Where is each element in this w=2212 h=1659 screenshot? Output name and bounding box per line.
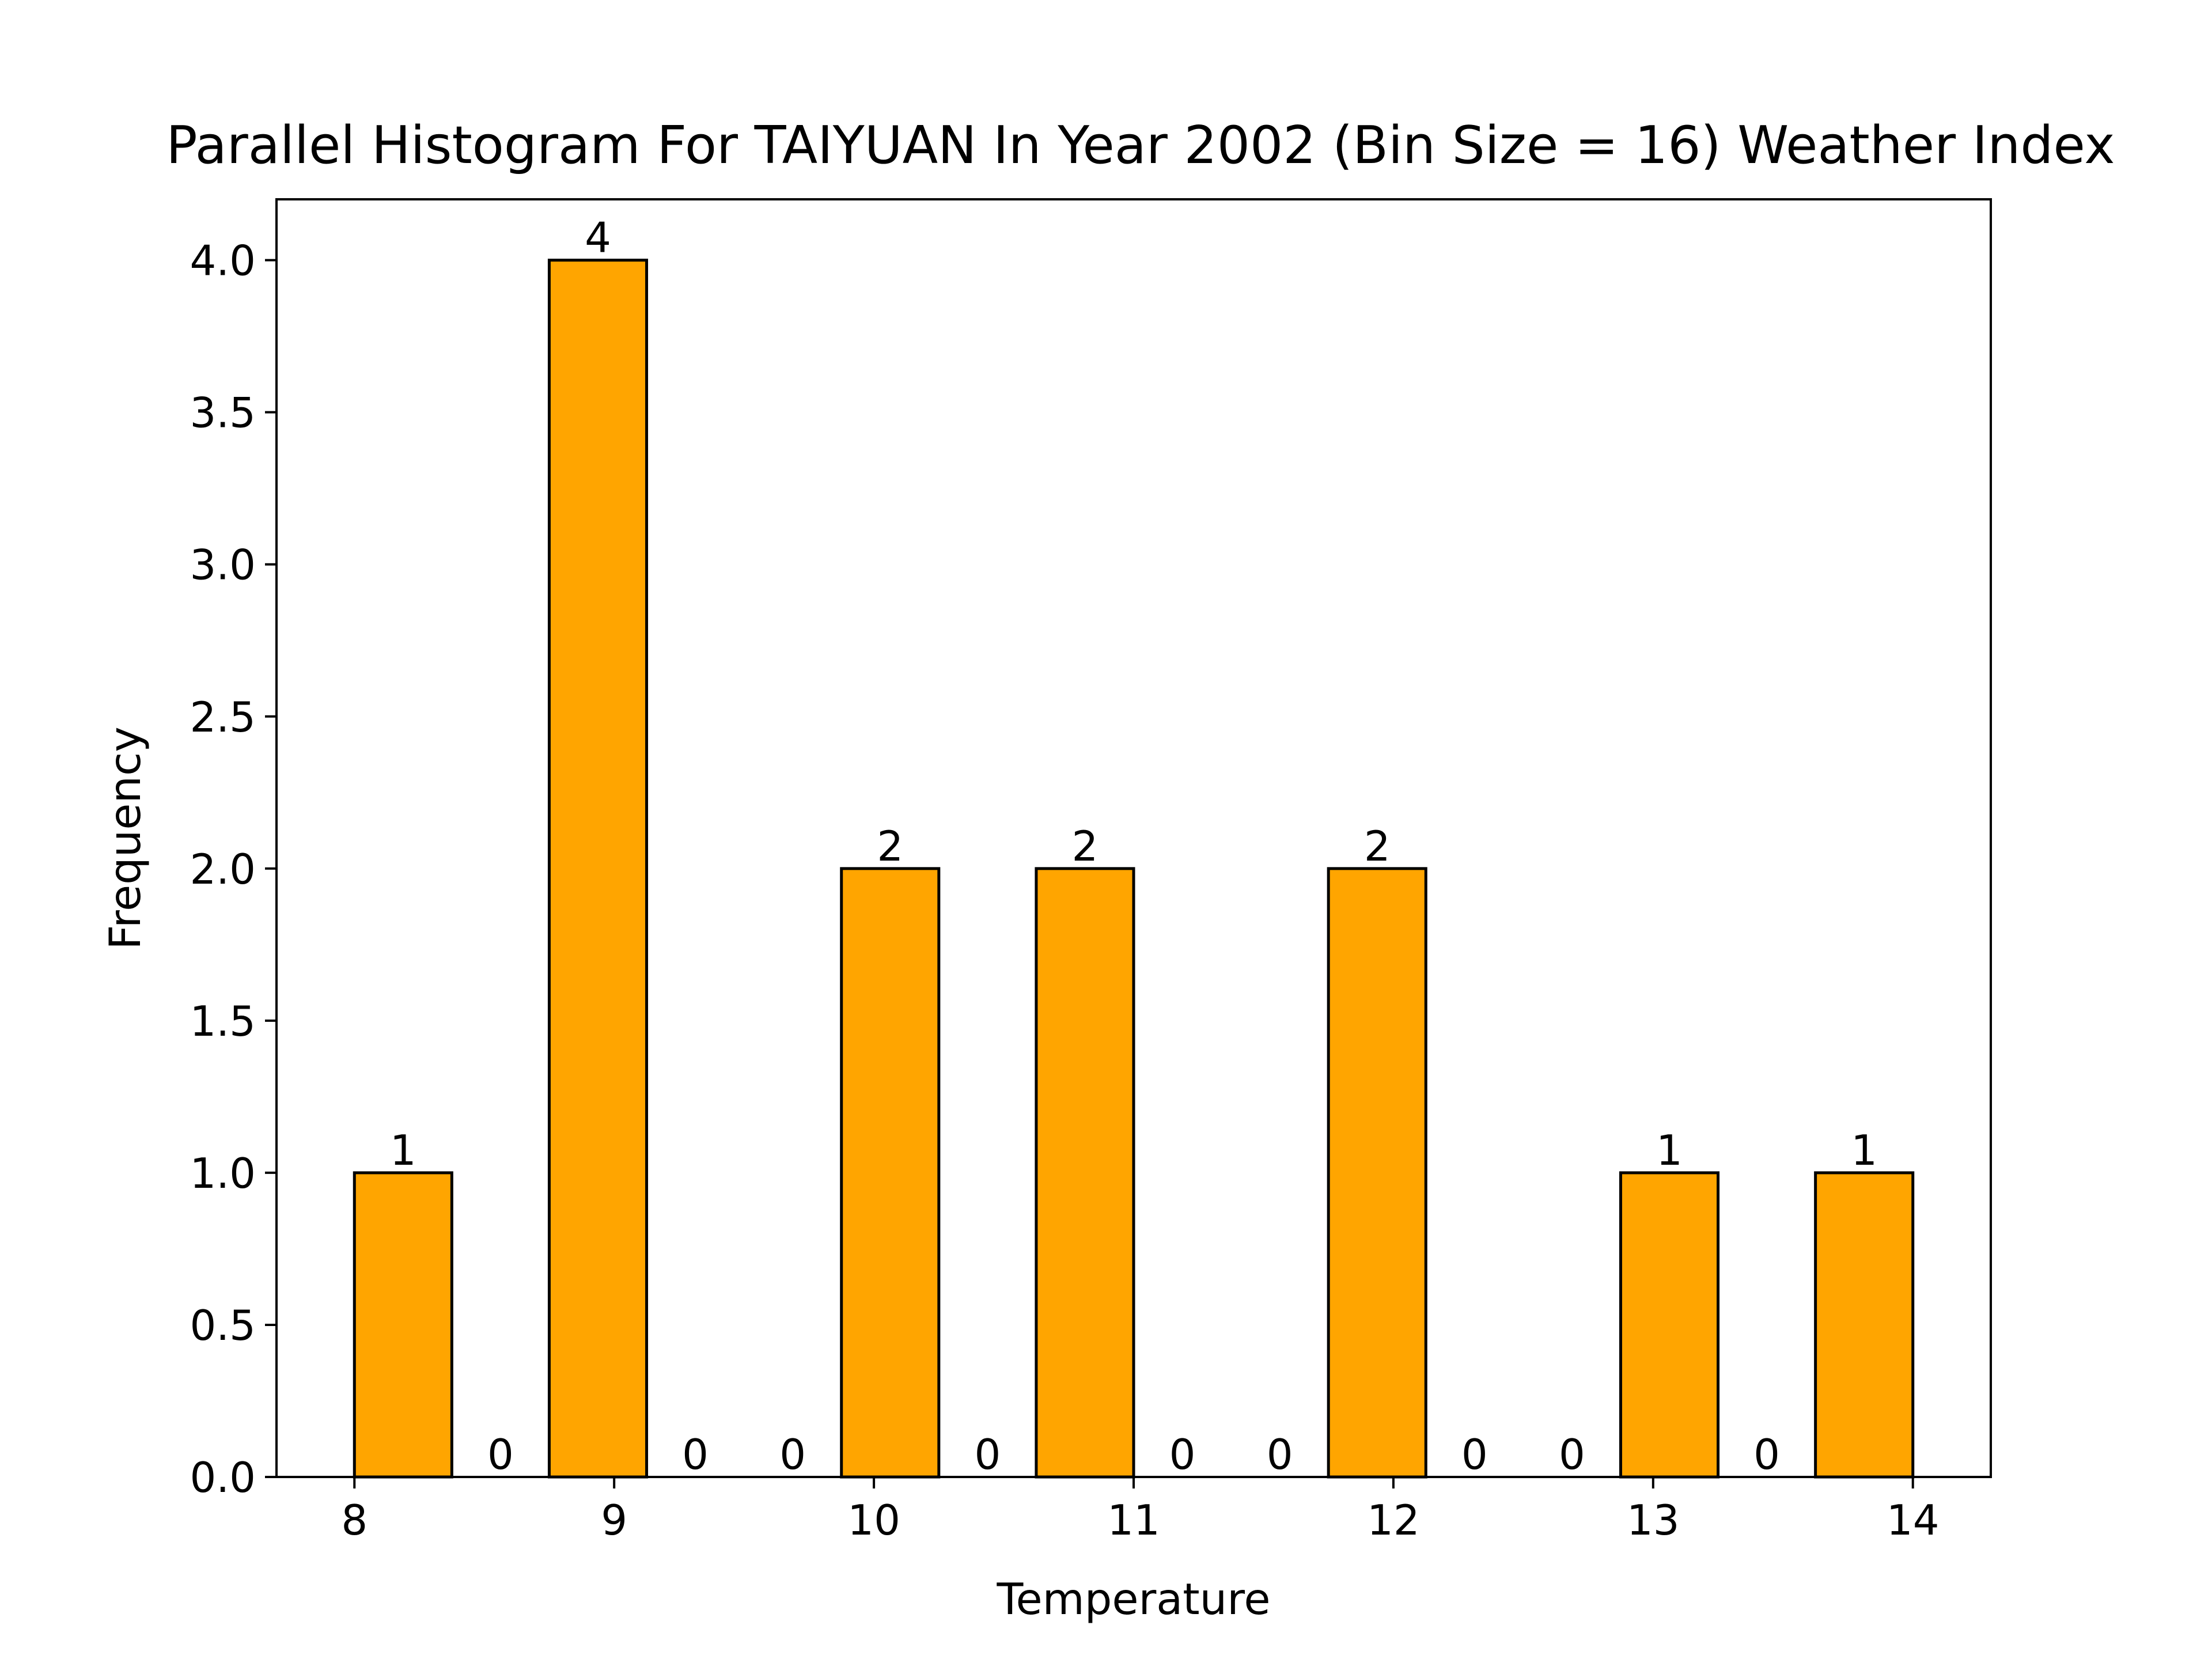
y-tick-label-1: 0.5 [190, 1301, 256, 1350]
bar-value-label-5: 2 [877, 822, 903, 870]
y-tick-label-2: 1.0 [190, 1149, 256, 1198]
histogram-bar-2 [547, 259, 649, 1479]
histogram-bar-5 [840, 867, 941, 1479]
bar-value-label-2: 4 [585, 214, 611, 262]
bar-value-labels: 1 0 4 0 0 2 0 2 0 0 2 0 0 1 0 1 [390, 214, 1877, 1479]
y-axis-label: Frequency [100, 726, 150, 949]
bar-value-label-4: 0 [779, 1430, 806, 1479]
x-tick-label-4: 12 [1367, 1496, 1420, 1544]
histogram-bar-15 [1814, 1171, 1915, 1479]
bar-value-label-10: 2 [1364, 822, 1391, 870]
bar-value-label-1: 0 [487, 1430, 514, 1479]
bar-value-label-6: 0 [974, 1430, 1001, 1479]
histogram-bar-0 [353, 1171, 453, 1479]
x-tick-label-2: 10 [847, 1496, 900, 1544]
bar-value-label-0: 1 [390, 1126, 416, 1175]
y-axis-ticks: 0.0 0.5 1.0 1.5 2.0 2.5 3.0 3.5 4.0 [190, 237, 276, 1502]
bar-value-label-9: 0 [1267, 1430, 1293, 1479]
bar-value-label-11: 0 [1461, 1430, 1488, 1479]
x-tick-label-1: 9 [601, 1496, 627, 1544]
histogram-bar-7 [1035, 867, 1135, 1479]
x-tick-label-0: 8 [341, 1496, 368, 1544]
histogram-bar-10 [1327, 867, 1427, 1479]
x-axis-label: Temperature [996, 1574, 1270, 1624]
bar-value-label-3: 0 [682, 1430, 709, 1479]
chart-title: Parallel Histogram For TAIYUAN In Year 2… [166, 115, 2115, 176]
bar-value-label-15: 1 [1851, 1126, 1877, 1175]
x-tick-label-6: 14 [1887, 1496, 1940, 1544]
y-tick-label-0: 0.0 [190, 1453, 256, 1502]
x-axis-ticks: 8 9 10 11 12 13 14 [341, 1477, 1940, 1544]
y-tick-label-7: 3.5 [190, 389, 256, 437]
y-tick-label-4: 2.0 [190, 845, 256, 893]
x-tick-label-3: 11 [1107, 1496, 1160, 1544]
y-tick-label-5: 2.5 [190, 693, 256, 741]
bar-value-label-7: 2 [1072, 822, 1099, 870]
x-tick-label-5: 13 [1627, 1496, 1680, 1544]
bars-layer [353, 259, 1915, 1479]
y-tick-label-6: 3.0 [190, 541, 256, 589]
y-tick-label-3: 1.5 [190, 997, 256, 1046]
bar-value-label-14: 0 [1753, 1430, 1780, 1479]
y-tick-label-8: 4.0 [190, 237, 256, 285]
histogram-bar-13 [1619, 1171, 1720, 1479]
bar-value-label-12: 0 [1559, 1430, 1585, 1479]
bar-value-label-13: 1 [1656, 1126, 1683, 1175]
bar-value-label-8: 0 [1169, 1430, 1196, 1479]
